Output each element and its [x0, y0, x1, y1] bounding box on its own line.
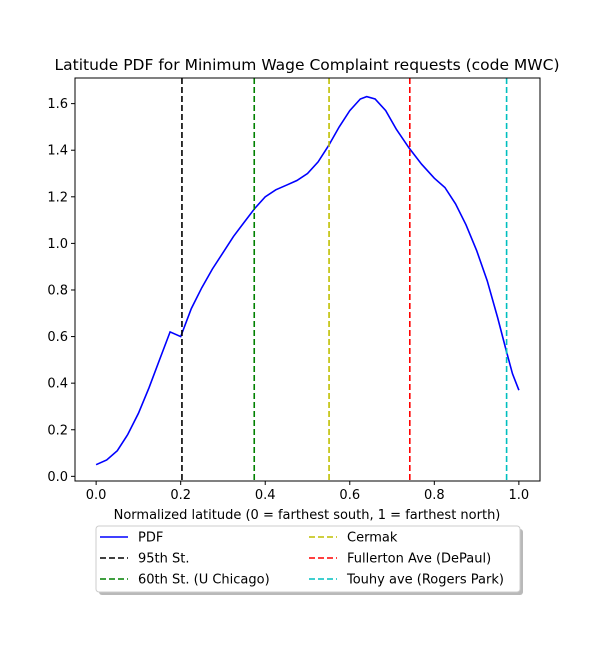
y-axis: 0.0 0.2 0.4 0.6 0.8 1.0 1.2 1.4 1.6: [47, 97, 75, 485]
series-line-pdf: [95, 95, 520, 466]
y-tick-label: 0.4: [47, 377, 68, 392]
legend-label: Touhy ave (Rogers Park): [346, 573, 504, 588]
legend-label: PDF: [138, 531, 163, 546]
x-tick-label: 1.0: [509, 488, 530, 503]
plot-area: [74, 77, 541, 482]
legend-box: [95, 525, 521, 593]
chart-title: Latitude PDF for Minimum Wage Complaint …: [54, 56, 559, 74]
x-axis: 0.0 0.2 0.4 0.6 0.8 1.0: [86, 481, 529, 503]
x-tick-label: 0.2: [170, 488, 191, 503]
legend-label: 60th St. (U Chicago): [138, 573, 270, 588]
y-tick-label: 1.2: [47, 190, 68, 205]
y-tick-label: 0.2: [47, 423, 68, 438]
x-tick-label: 0.6: [339, 488, 360, 503]
plot-frame: [74, 77, 541, 482]
x-axis-label: Normalized latitude (0 = farthest south,…: [114, 508, 501, 523]
y-tick-label: 1.6: [47, 97, 68, 112]
legend: PDF 95th St. 60th St. (U Chicago) Cermak Ful…: [95, 525, 523, 595]
y-tick-label: 1.4: [47, 144, 68, 159]
y-tick-label: 1.0: [47, 237, 68, 252]
legend-label: Fullerton Ave (DePaul): [347, 552, 491, 567]
x-tick-label: 0.0: [86, 488, 107, 503]
legend-label: Cermak: [347, 531, 398, 546]
y-tick-label: 0.8: [47, 283, 68, 298]
x-tick-label: 0.4: [255, 488, 276, 503]
x-tick-label: 0.8: [424, 488, 445, 503]
legend-label: 95th St.: [138, 552, 190, 567]
y-tick-label: 0.6: [47, 330, 68, 345]
y-tick-label: 0.0: [47, 470, 68, 485]
